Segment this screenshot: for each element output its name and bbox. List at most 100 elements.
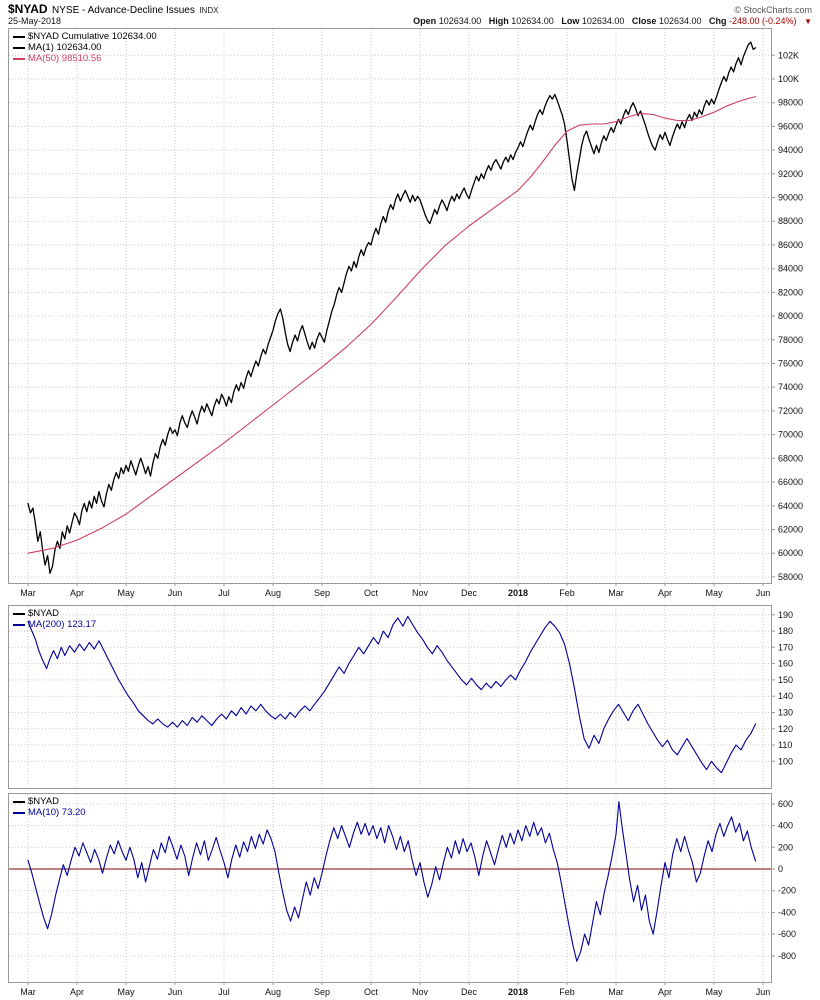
svg-text:Oct: Oct [364, 588, 379, 598]
svg-text:120: 120 [778, 724, 793, 734]
close-value: 102634.00 [658, 16, 702, 26]
svg-text:Mar: Mar [20, 588, 36, 598]
svg-text:110: 110 [778, 740, 792, 750]
svg-text:Apr: Apr [658, 987, 672, 997]
chg-label: Chg [709, 16, 727, 26]
low-value: 102634.00 [581, 16, 625, 26]
ma10-chart-canvas: 600 400 200 0 -200 -400 -600 -800 Mar Apr May Jun Ju… [8, 793, 818, 1000]
svg-text:Apr: Apr [70, 987, 84, 997]
svg-text:62000: 62000 [778, 525, 803, 535]
svg-text:200: 200 [778, 842, 793, 852]
svg-text:84000: 84000 [778, 264, 803, 274]
legend-label: MA(10) 73.20 [28, 807, 86, 818]
svg-text:May: May [705, 987, 723, 997]
svg-text:Mar: Mar [20, 987, 36, 997]
svg-text:180: 180 [778, 626, 793, 636]
chart-date: 25-May-2018 [8, 16, 62, 26]
exchange-label: INDX [199, 6, 219, 15]
svg-text:Feb: Feb [559, 987, 575, 997]
symbol-description: NYSE - Advance-Decline Issues [52, 5, 195, 16]
svg-text:60000: 60000 [778, 548, 803, 558]
legend-row: MA(10) 73.20 [13, 807, 86, 818]
svg-text:Sep: Sep [314, 987, 330, 997]
svg-text:86000: 86000 [778, 240, 803, 250]
svg-text:140: 140 [778, 691, 793, 701]
svg-text:May: May [705, 588, 723, 598]
legend-label: $NYAD [28, 796, 59, 807]
svg-text:Oct: Oct [364, 987, 379, 997]
legend-label: $NYAD [28, 608, 59, 619]
legend-label: MA(200) 123.17 [28, 619, 97, 630]
svg-text:70000: 70000 [778, 430, 803, 440]
series-line-nyad-cumulative [27, 41, 757, 574]
svg-text:Aug: Aug [265, 987, 281, 997]
chart-svg: 600 400 200 0 -200 -400 -600 -800 Mar Apr May Jun Ju… [8, 793, 796, 997]
svg-text:Jul: Jul [218, 987, 230, 997]
ma10-panel-legend: $NYAD MA(10) 73.20 [13, 796, 86, 818]
symbol-title-group: $NYAD NYSE - Advance-Decline Issues INDX [8, 2, 218, 17]
svg-text:58000: 58000 [778, 572, 803, 582]
svg-text:Jul: Jul [218, 588, 230, 598]
svg-text:74000: 74000 [778, 382, 803, 392]
series-line-ma10 [27, 801, 757, 962]
svg-text:Dec: Dec [461, 987, 478, 997]
svg-text:100K: 100K [778, 74, 799, 84]
svg-text:May: May [117, 588, 135, 598]
svg-text:-600: -600 [778, 929, 796, 939]
svg-text:96000: 96000 [778, 121, 803, 131]
svg-text:130: 130 [778, 708, 793, 718]
series-swatch-icon [13, 800, 25, 803]
down-arrow-icon: ▼ [804, 17, 812, 26]
ma10-panel: 600 400 200 0 -200 -400 -600 -800 Mar Apr May Jun Ju… [8, 793, 818, 1000]
svg-text:170: 170 [778, 642, 793, 652]
series-swatch-icon [13, 612, 25, 615]
svg-text:May: May [117, 987, 135, 997]
legend-row: MA(50) 98510.56 [13, 53, 157, 64]
series-swatch-icon [13, 35, 25, 38]
chart-header: $NYAD NYSE - Advance-Decline Issues INDX… [8, 2, 812, 28]
svg-text:Jun: Jun [168, 987, 183, 997]
main-price-panel: 102K 100K 98000 96000 94000 92000 90000 88000 86… [8, 28, 818, 601]
open-value: 102634.00 [438, 16, 482, 26]
svg-text:68000: 68000 [778, 453, 803, 463]
svg-text:2018: 2018 [508, 987, 528, 997]
svg-text:Apr: Apr [658, 588, 672, 598]
svg-text:Aug: Aug [265, 588, 281, 598]
chart-svg: 190 180 170 160 150 140 130 120 110 100 [8, 605, 793, 789]
ma200-panel-legend: $NYAD MA(200) 123.17 [13, 608, 96, 630]
svg-text:66000: 66000 [778, 477, 803, 487]
main-chart-canvas: 102K 100K 98000 96000 94000 92000 90000 88000 86… [8, 28, 818, 601]
svg-text:72000: 72000 [778, 406, 803, 416]
ohlc-quote-line: Open 102634.00 High 102634.00 Low 102634… [413, 15, 812, 28]
close-label: Close [631, 16, 657, 26]
svg-text:64000: 64000 [778, 501, 803, 511]
legend-row: $NYAD [13, 608, 96, 619]
svg-text:Mar: Mar [608, 588, 624, 598]
legend-row: MA(200) 123.17 [13, 619, 96, 630]
svg-text:-200: -200 [778, 886, 796, 896]
chg-value: -248.00 (-0.24%) [729, 16, 797, 26]
high-label: High [488, 16, 509, 26]
svg-text:Feb: Feb [559, 588, 575, 598]
svg-text:0: 0 [778, 864, 783, 874]
svg-text:Jun: Jun [756, 588, 771, 598]
series-swatch-icon [13, 57, 25, 60]
svg-text:190: 190 [778, 610, 793, 620]
low-label: Low [561, 16, 580, 26]
svg-text:Mar: Mar [608, 987, 624, 997]
svg-text:Jun: Jun [756, 987, 771, 997]
svg-text:Nov: Nov [412, 987, 429, 997]
legend-row: MA(1) 102634.00 [13, 42, 157, 53]
ma200-chart-canvas: 190 180 170 160 150 140 130 120 110 100 [8, 605, 818, 789]
svg-text:98000: 98000 [778, 98, 803, 108]
symbol: $NYAD [8, 2, 48, 16]
svg-text:102K: 102K [778, 50, 799, 60]
legend-label: MA(1) 102634.00 [28, 42, 102, 53]
svg-text:2018: 2018 [508, 588, 528, 598]
legend-label: MA(50) 98510.56 [28, 53, 102, 64]
svg-text:82000: 82000 [778, 287, 803, 297]
series-swatch-icon [13, 811, 25, 814]
open-label: Open [413, 16, 437, 26]
ma200-panel: 190 180 170 160 150 140 130 120 110 100 $NYAD MA(… [8, 605, 818, 789]
